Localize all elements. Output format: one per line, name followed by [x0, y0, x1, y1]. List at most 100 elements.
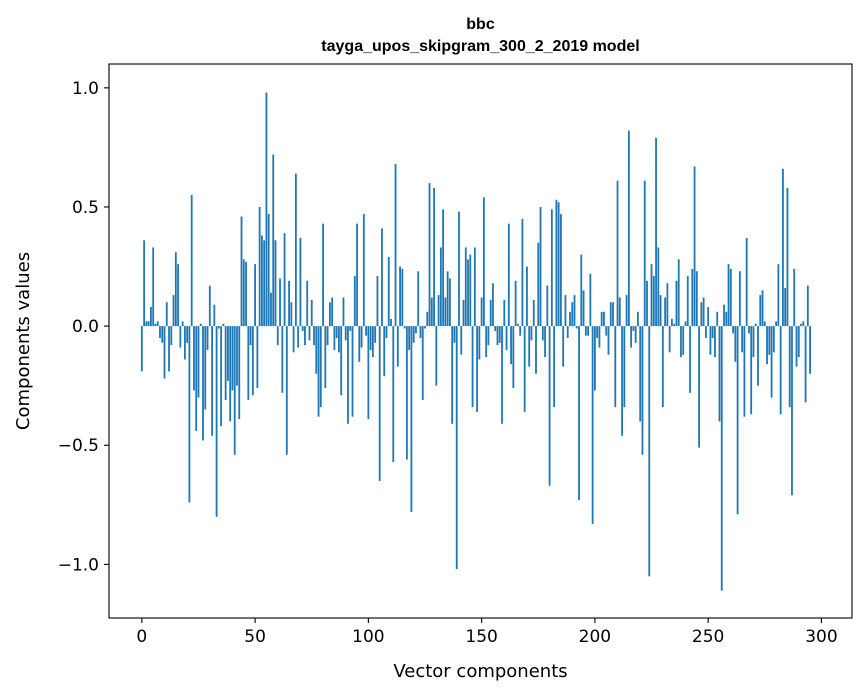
bar — [544, 326, 546, 358]
bar — [501, 326, 503, 424]
bar — [512, 326, 515, 389]
bar — [806, 285, 809, 327]
bar — [378, 326, 381, 481]
bar — [428, 183, 431, 327]
bar — [455, 326, 458, 570]
bar — [279, 278, 281, 327]
bar — [197, 326, 200, 398]
bar — [677, 259, 680, 327]
bar — [797, 326, 800, 358]
bar — [451, 326, 454, 424]
bar — [159, 326, 161, 339]
bar — [154, 323, 157, 327]
bar — [584, 326, 587, 336]
bar — [215, 326, 218, 517]
bar — [231, 326, 234, 391]
bar — [249, 326, 252, 346]
bar — [573, 295, 576, 327]
bar — [593, 326, 596, 391]
bar — [179, 326, 182, 348]
y-tick-label: 1.0 — [72, 79, 99, 99]
x-tick-label: 250 — [692, 627, 724, 647]
bar — [371, 326, 374, 358]
bar — [494, 326, 497, 331]
bar — [403, 326, 406, 329]
bar — [759, 295, 762, 327]
bar — [211, 326, 213, 436]
bar — [507, 223, 510, 327]
bar — [469, 254, 472, 327]
y-tick-label: −1.0 — [58, 555, 99, 575]
bar — [641, 326, 644, 455]
bar — [777, 264, 780, 327]
bar — [526, 266, 528, 327]
bar — [659, 295, 662, 327]
bar — [145, 321, 148, 327]
bar — [242, 259, 245, 327]
bar — [410, 326, 413, 512]
bar — [150, 307, 152, 327]
bar — [435, 326, 438, 386]
bar — [292, 326, 295, 353]
bar — [229, 326, 232, 422]
bar — [206, 326, 209, 350]
bar — [630, 326, 633, 348]
bar — [752, 326, 755, 358]
bar — [519, 326, 522, 336]
bar — [195, 326, 198, 431]
bar — [394, 164, 397, 327]
bar — [596, 326, 599, 339]
bar — [729, 268, 732, 327]
bar — [664, 297, 667, 327]
bar — [342, 297, 345, 327]
bar — [609, 302, 612, 327]
bar — [161, 326, 164, 343]
bar — [564, 295, 567, 327]
bar — [408, 326, 411, 350]
bar — [333, 326, 336, 350]
bar — [471, 326, 474, 408]
bar — [562, 326, 565, 367]
bar — [199, 323, 202, 327]
bar — [310, 299, 313, 327]
bar — [478, 326, 481, 360]
bar — [261, 235, 263, 327]
bar — [390, 318, 392, 327]
bar — [639, 326, 642, 422]
bar — [779, 326, 782, 415]
bar — [691, 268, 694, 327]
bar — [297, 326, 300, 348]
bar — [793, 268, 796, 327]
bar — [358, 326, 361, 362]
bar — [548, 326, 551, 486]
bar — [217, 326, 220, 329]
bar — [274, 240, 277, 327]
bar — [322, 223, 324, 327]
bar — [800, 323, 802, 327]
bar — [276, 326, 279, 346]
bar — [503, 299, 506, 327]
bar — [612, 302, 614, 327]
bar — [605, 326, 608, 336]
bar — [399, 266, 401, 327]
bar — [618, 297, 621, 327]
bar — [480, 297, 483, 327]
bar — [682, 326, 685, 355]
bar — [589, 273, 592, 327]
bar — [172, 295, 175, 327]
bar — [163, 326, 166, 379]
bar — [741, 326, 744, 353]
bar — [530, 326, 533, 341]
bar — [328, 302, 331, 327]
bar — [680, 326, 682, 358]
bar — [514, 280, 517, 327]
bar — [693, 166, 696, 327]
bar — [433, 187, 435, 327]
bar — [709, 326, 712, 355]
bar — [784, 287, 787, 327]
x-axis-label: Vector components — [393, 661, 567, 682]
bar — [347, 326, 349, 424]
bar — [281, 326, 284, 393]
x-tick-label: 150 — [465, 627, 497, 647]
bar — [383, 326, 386, 377]
